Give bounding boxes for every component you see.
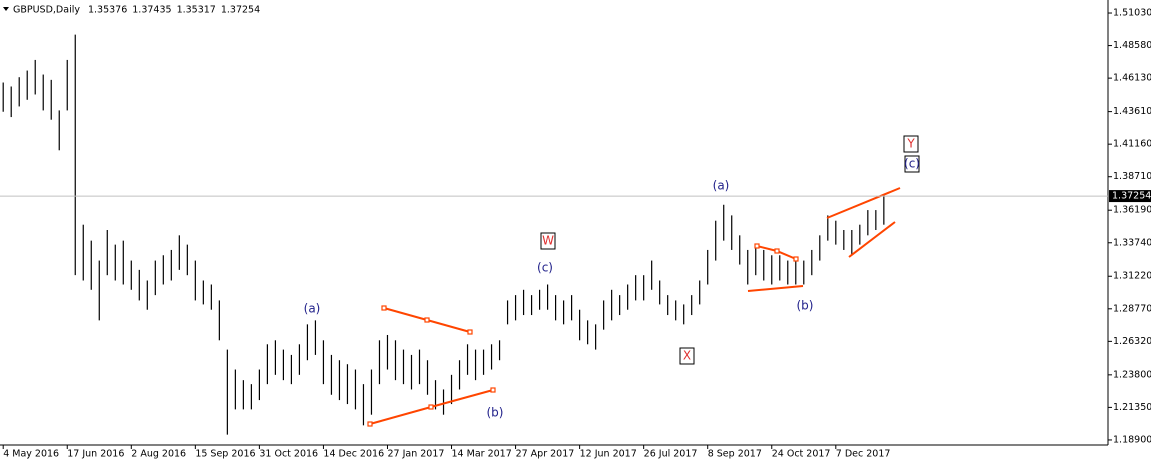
- trendline: [747, 285, 804, 292]
- wave-label: (a): [304, 302, 321, 316]
- wave-box: [679, 347, 695, 365]
- anchor: [490, 387, 496, 393]
- x-tick-label: 7 Dec 2017: [836, 449, 891, 460]
- x-tick-label: 26 Jul 2017: [644, 449, 698, 460]
- x-tick-label: 15 Sep 2016: [195, 449, 255, 460]
- wave-label: (c): [904, 157, 920, 171]
- x-tick-label: 27 Jan 2017: [387, 449, 444, 460]
- y-tick-label: 1.33740: [1113, 237, 1151, 248]
- x-tick-label: 17 Jun 2016: [67, 449, 124, 460]
- anchor: [381, 305, 387, 311]
- trendline: [848, 221, 896, 258]
- y-tick-label: 1.28770: [1113, 303, 1151, 314]
- y-tick-label: 1.51030: [1113, 8, 1151, 19]
- symbol-title: GBPUSD,Daily: [13, 5, 80, 16]
- wave-box: [903, 135, 919, 153]
- anchor: [467, 329, 473, 335]
- ohlc-value: 1.37435: [132, 5, 171, 16]
- anchor: [428, 404, 434, 410]
- last-price-box: [1109, 190, 1151, 203]
- header: GBPUSD,Daily 1.35376 1.37435 1.35317 1.37254: [13, 5, 260, 16]
- bars: [2, 34, 885, 435]
- x-tick-label: 27 Apr 2017: [516, 449, 575, 460]
- x-tick-label: 12 Jun 2017: [580, 449, 637, 460]
- anchor: [367, 421, 373, 427]
- x-tick-label: 14 Mar 2017: [452, 449, 512, 460]
- y-tick-label: 1.26320: [1113, 336, 1151, 347]
- wave-label: W: [542, 234, 554, 248]
- anchor: [754, 243, 760, 249]
- x-tick-label: 4 May 2016: [3, 449, 59, 460]
- trendline: [826, 187, 901, 219]
- anchor: [774, 248, 780, 254]
- y-tick-label: 1.43610: [1113, 106, 1151, 117]
- ohlc-value: 1.35317: [177, 5, 216, 16]
- y-tick-label: 1.21350: [1113, 402, 1151, 413]
- y-tick-label: 1.18900: [1113, 434, 1151, 445]
- wave-label: (c): [537, 261, 553, 275]
- wave-label: X: [683, 349, 691, 363]
- ohlc-value: 1.37254: [221, 5, 260, 16]
- y-tick-label: 1.23800: [1113, 369, 1151, 380]
- wave-label: (a): [713, 179, 730, 193]
- trendline-anchors: [367, 243, 799, 427]
- x-tick-label: 14 Dec 2016: [323, 449, 384, 460]
- x-tick-label: 31 Oct 2016: [259, 449, 318, 460]
- wave-box: [540, 232, 556, 250]
- wave-label: (b): [487, 406, 504, 420]
- y-tick-label: 1.36190: [1113, 205, 1151, 216]
- last-price-label: 1.37254: [1112, 191, 1151, 202]
- wave-box: [904, 155, 920, 173]
- wave-label: (b): [797, 299, 814, 313]
- x-tick-label: 8 Sep 2017: [708, 449, 762, 460]
- y-tick-label: 1.38710: [1113, 171, 1151, 182]
- x-tick-label: 24 Oct 2017: [772, 449, 831, 460]
- y-tick-label: 1.41160: [1113, 139, 1151, 150]
- wave-label: Y: [906, 137, 915, 151]
- anchor: [793, 256, 799, 262]
- ohlc-value: 1.35376: [88, 5, 127, 16]
- menu-triangle: [3, 7, 9, 11]
- x-tick-label: 2 Aug 2016: [131, 449, 186, 460]
- y-tick-label: 1.31220: [1113, 271, 1151, 282]
- anchor: [424, 317, 430, 323]
- y-tick-label: 1.46130: [1113, 73, 1151, 84]
- y-tick-label: 1.48580: [1113, 40, 1151, 51]
